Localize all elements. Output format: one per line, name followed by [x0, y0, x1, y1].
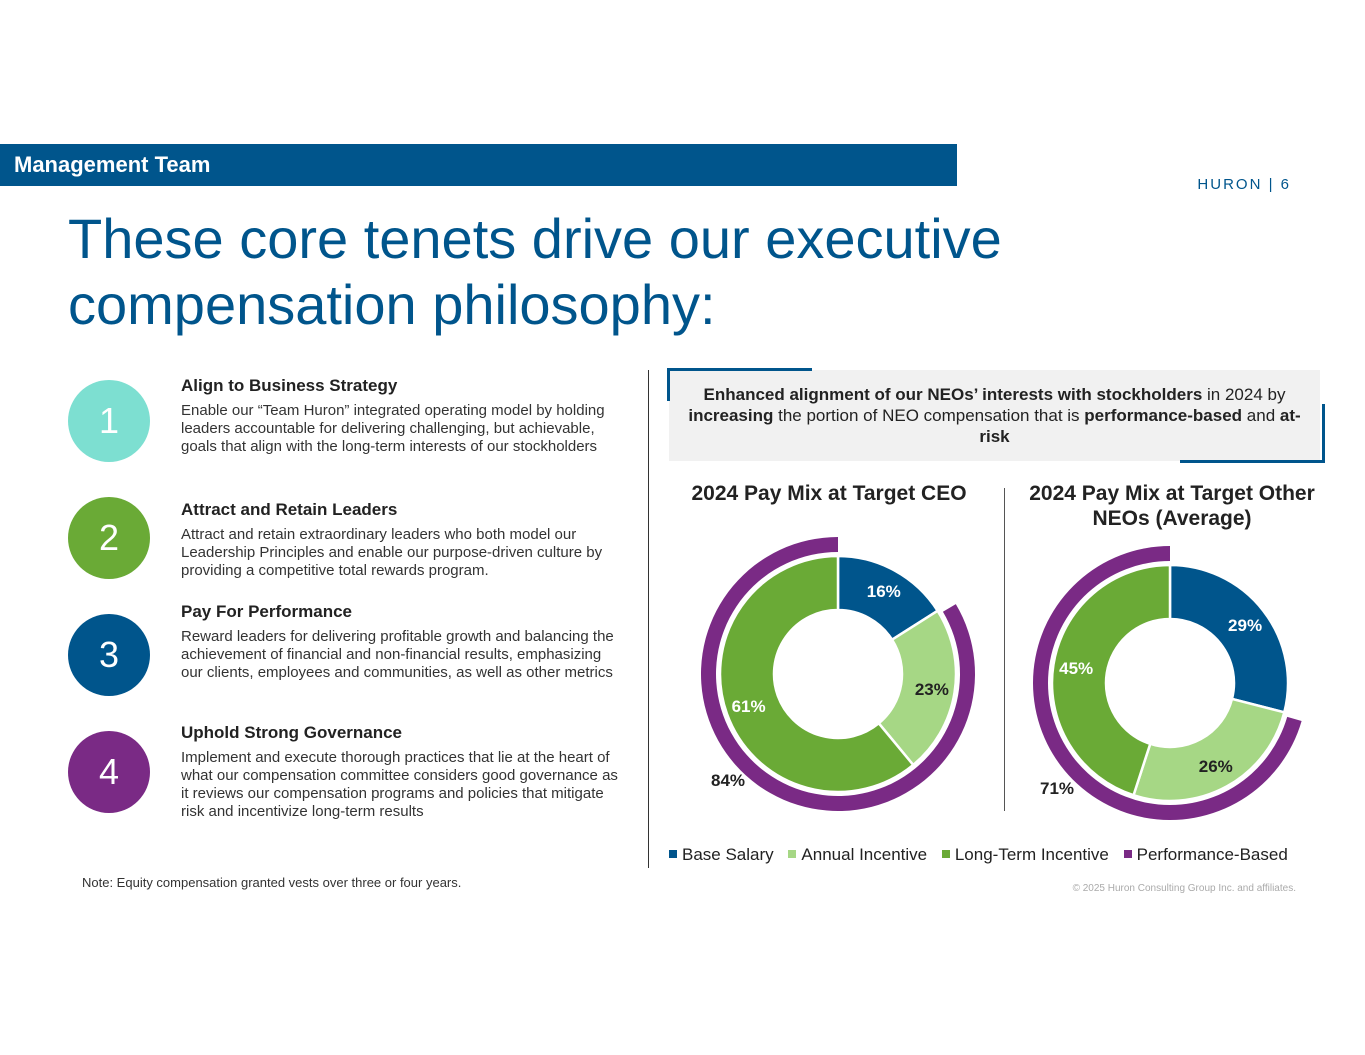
performance-ring-label: 84%: [711, 771, 745, 790]
donut-segment: [877, 609, 958, 767]
tenet-title: Uphold Strong Governance: [181, 723, 403, 742]
donut-segment: [1050, 563, 1172, 797]
donut-segment: [1168, 563, 1290, 714]
page-indicator: HURON | 6: [1197, 176, 1291, 193]
callout-bold-text: performance-based: [1084, 406, 1243, 425]
callout-text: in 2024 by: [1202, 385, 1286, 404]
donut-data-label: 26%: [1199, 757, 1233, 776]
legend-label: Long-Term Incentive: [954, 845, 1109, 864]
callout-bracket-bottom-right: [1180, 404, 1325, 463]
tenet-title: Attract and Retain Leaders: [181, 500, 398, 519]
performance-ring: [701, 537, 975, 811]
footnote: Note: Equity compensation granted vests …: [82, 875, 462, 890]
tenet-number-badge: 2: [68, 497, 150, 579]
legend-swatch: [788, 849, 797, 858]
legend-swatch: [669, 849, 677, 858]
donut-segment: [718, 554, 915, 794]
legend-item-long-term-incentive: Long-Term Incentive: [941, 845, 1109, 865]
section-banner: Management Team: [0, 144, 957, 186]
tenet-number-badge: 3: [68, 614, 150, 696]
legend-item-base-salary: Base Salary: [669, 845, 774, 865]
callout-text: and: [1242, 406, 1280, 425]
chart-divider: [1004, 488, 1005, 811]
legend-label: Annual Incentive: [801, 845, 928, 864]
chart-title-neo: 2024 Pay Mix at Target Other NEOs (Avera…: [1029, 482, 1315, 530]
column-divider: [648, 370, 649, 868]
donut-data-label: 45%: [1059, 659, 1093, 678]
tenet-title: Pay For Performance: [181, 602, 353, 621]
donut-data-label: 23%: [915, 680, 949, 699]
tenet-number-badge: 1: [68, 380, 150, 462]
alignment-callout: Enhanced alignment of our NEOs’ interest…: [669, 370, 1320, 461]
callout-bold-text: Enhanced alignment of our NEOs’ interest…: [703, 385, 1203, 404]
legend-item-performance-based: Performance-Based: [1123, 845, 1288, 865]
legend-swatch: [1123, 849, 1132, 858]
legend-swatch: [941, 849, 950, 858]
tenet-title: Align to Business Strategy: [181, 376, 398, 395]
callout-bold-text: at-risk: [979, 406, 1301, 446]
donut-segment: [1131, 697, 1286, 803]
chart-title-ceo: 2024 Pay Mix at Target CEO: [691, 482, 967, 505]
donut-data-label: 61%: [732, 697, 766, 716]
tenet-description: Reward leaders for delivering profitable…: [181, 628, 614, 681]
callout-bracket-top-left: [667, 368, 812, 401]
tenet-description: Implement and execute thorough practices…: [181, 749, 618, 820]
performance-ring: [1033, 546, 1302, 821]
legend-item-annual-incentive: Annual Incentive: [788, 845, 927, 865]
chart-legend: Base Salary Annual Incentive Long-Term I…: [669, 845, 1298, 865]
copyright: © 2025 Huron Consulting Group Inc. and a…: [1072, 883, 1296, 894]
page-title: These core tenets drive our executive co…: [68, 207, 1002, 336]
callout-text: the portion of NEO compensation that is: [773, 406, 1085, 425]
tenet-number-badge: 4: [68, 731, 150, 813]
tenet-description: Enable our “Team Huron” integrated opera…: [181, 402, 605, 455]
tenet-description: Attract and retain extraordinary leaders…: [181, 526, 603, 579]
performance-ring-label: 71%: [1040, 779, 1074, 798]
donut-data-label: 16%: [867, 582, 901, 601]
donut-data-label: 29%: [1228, 616, 1262, 635]
donut-segment: [836, 554, 940, 642]
legend-label: Performance-Based: [1136, 845, 1288, 864]
callout-bold-text: increasing: [688, 406, 774, 425]
legend-label: Base Salary: [682, 845, 774, 864]
